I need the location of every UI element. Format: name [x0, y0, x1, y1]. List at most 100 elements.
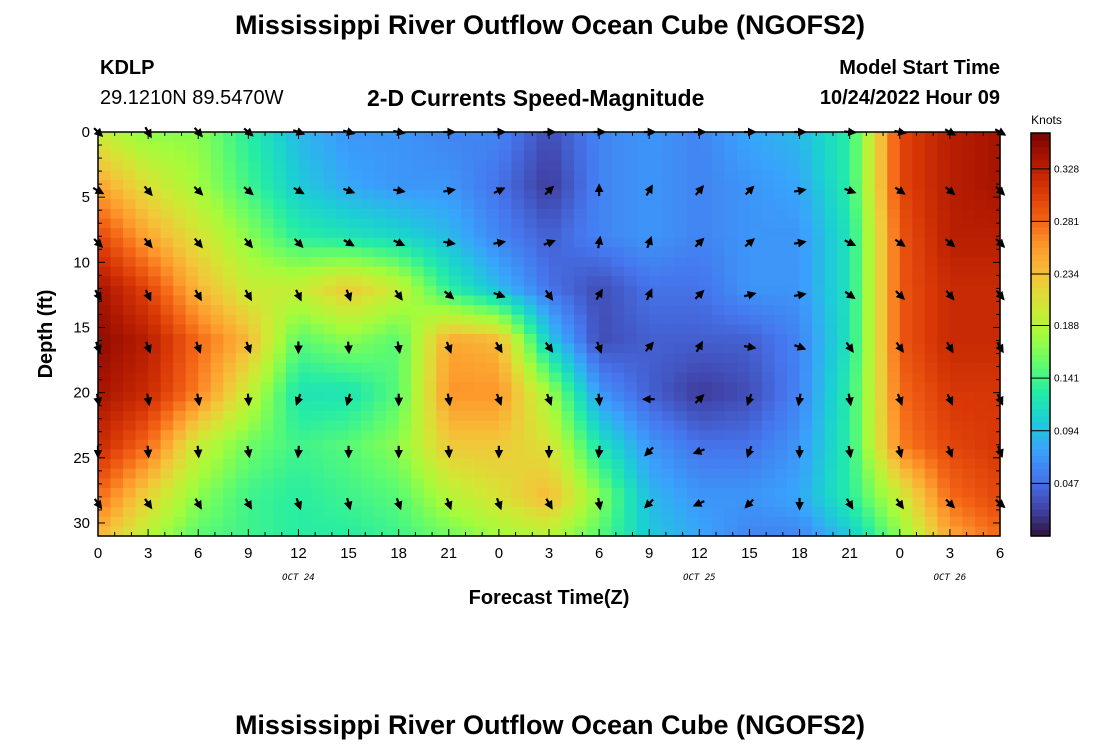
heatmap-cell [323, 343, 337, 354]
heatmap-cell [574, 401, 588, 412]
date-label: OCT 24 [282, 573, 315, 583]
heatmap-cell [649, 257, 663, 268]
heatmap-cell [336, 151, 350, 162]
heatmap-cell [135, 170, 149, 181]
heatmap-cell [436, 439, 450, 451]
heatmap-cell [661, 382, 675, 393]
heatmap-cell [924, 151, 938, 162]
heatmap-cell [473, 362, 487, 374]
heatmap-cell [837, 276, 851, 287]
heatmap-cell [361, 334, 375, 345]
heatmap-cell [674, 247, 688, 258]
heatmap-cell [248, 189, 262, 200]
heatmap-cell [887, 507, 901, 518]
heatmap-cell [361, 276, 375, 287]
heatmap-cell [987, 391, 1001, 402]
heatmap-cell [461, 208, 475, 220]
heatmap-cell [837, 228, 851, 239]
heatmap-cell [173, 526, 187, 537]
heatmap-cell [448, 218, 462, 229]
heatmap-cell [373, 208, 387, 220]
heatmap-cell [336, 420, 350, 431]
heatmap-cell [949, 305, 964, 316]
heatmap-cell [749, 507, 763, 518]
heatmap-cell [974, 257, 989, 268]
heatmap-cell [398, 497, 412, 508]
heatmap-cell [185, 372, 199, 383]
heatmap-cell [711, 266, 725, 277]
heatmap-cell [711, 257, 725, 268]
heatmap-cell [348, 208, 362, 220]
heatmap-cell [523, 420, 538, 431]
heatmap-cell [160, 132, 174, 143]
heatmap-cell [173, 430, 187, 441]
heatmap-cell [599, 334, 613, 345]
heatmap-cell [148, 208, 162, 220]
heatmap-cell [336, 314, 350, 325]
heatmap-cell [398, 141, 412, 152]
heatmap-cell [173, 439, 187, 451]
heatmap-cell [674, 382, 688, 393]
current-arrow [793, 238, 807, 248]
heatmap-cell [223, 401, 237, 412]
heatmap-cell [599, 266, 613, 277]
heatmap-cell [223, 237, 237, 249]
heatmap-cell [210, 526, 224, 537]
heatmap-cell [749, 459, 763, 470]
heatmap-cell [862, 324, 876, 335]
heatmap-cell [536, 324, 550, 335]
heatmap-cell [962, 314, 976, 325]
current-arrow [745, 393, 755, 406]
heatmap-cell [774, 343, 788, 354]
heatmap-cell [185, 334, 199, 345]
heatmap-cell [411, 314, 425, 325]
heatmap-cell [962, 285, 976, 297]
heatmap-cell [749, 151, 763, 162]
heatmap-cell [436, 420, 450, 431]
heatmap-cell [924, 410, 938, 422]
heatmap-cell [661, 151, 675, 162]
heatmap-cell [411, 410, 425, 422]
heatmap-cell [749, 372, 763, 383]
colorbar-swatch [1031, 294, 1050, 302]
heatmap-cell [448, 305, 462, 316]
heatmap-cell [649, 266, 663, 277]
heatmap-cell [686, 160, 700, 172]
heatmap-cell [636, 247, 650, 258]
heatmap-cell [448, 334, 462, 345]
heatmap-cell [624, 401, 638, 412]
heatmap-cell [223, 410, 237, 422]
heatmap-cell [536, 305, 550, 316]
heatmap-cell [98, 295, 112, 306]
heatmap-cell [962, 516, 976, 527]
heatmap-cell [924, 478, 938, 489]
heatmap-cell [774, 199, 788, 210]
heatmap-cell [749, 430, 763, 441]
heatmap-cell [285, 362, 300, 374]
heatmap-cell [937, 160, 951, 172]
heatmap-cell [962, 497, 976, 508]
heatmap-cell [273, 218, 287, 229]
heatmap-cell [98, 487, 112, 499]
heatmap-cell [736, 353, 751, 364]
heatmap-cell [273, 459, 287, 470]
heatmap-cell [799, 295, 813, 306]
heatmap-cell [949, 247, 964, 258]
current-arrow [443, 238, 456, 247]
heatmap-cell [386, 362, 400, 374]
heatmap-cell [273, 382, 287, 393]
heatmap-cell [148, 507, 162, 518]
heatmap-cell [173, 401, 187, 412]
heatmap-cell [185, 266, 199, 277]
heatmap-cell [711, 382, 725, 393]
heatmap-cell [436, 170, 450, 181]
heatmap-cell [148, 314, 162, 325]
heatmap-cell [874, 410, 888, 422]
colorbar-swatch [1031, 334, 1050, 342]
heatmap-cell [862, 343, 876, 354]
heatmap-cell [523, 324, 538, 335]
heatmap-cell [661, 170, 675, 181]
heatmap-cell [285, 382, 300, 393]
heatmap-cell [636, 449, 650, 460]
heatmap-cell [123, 449, 137, 460]
